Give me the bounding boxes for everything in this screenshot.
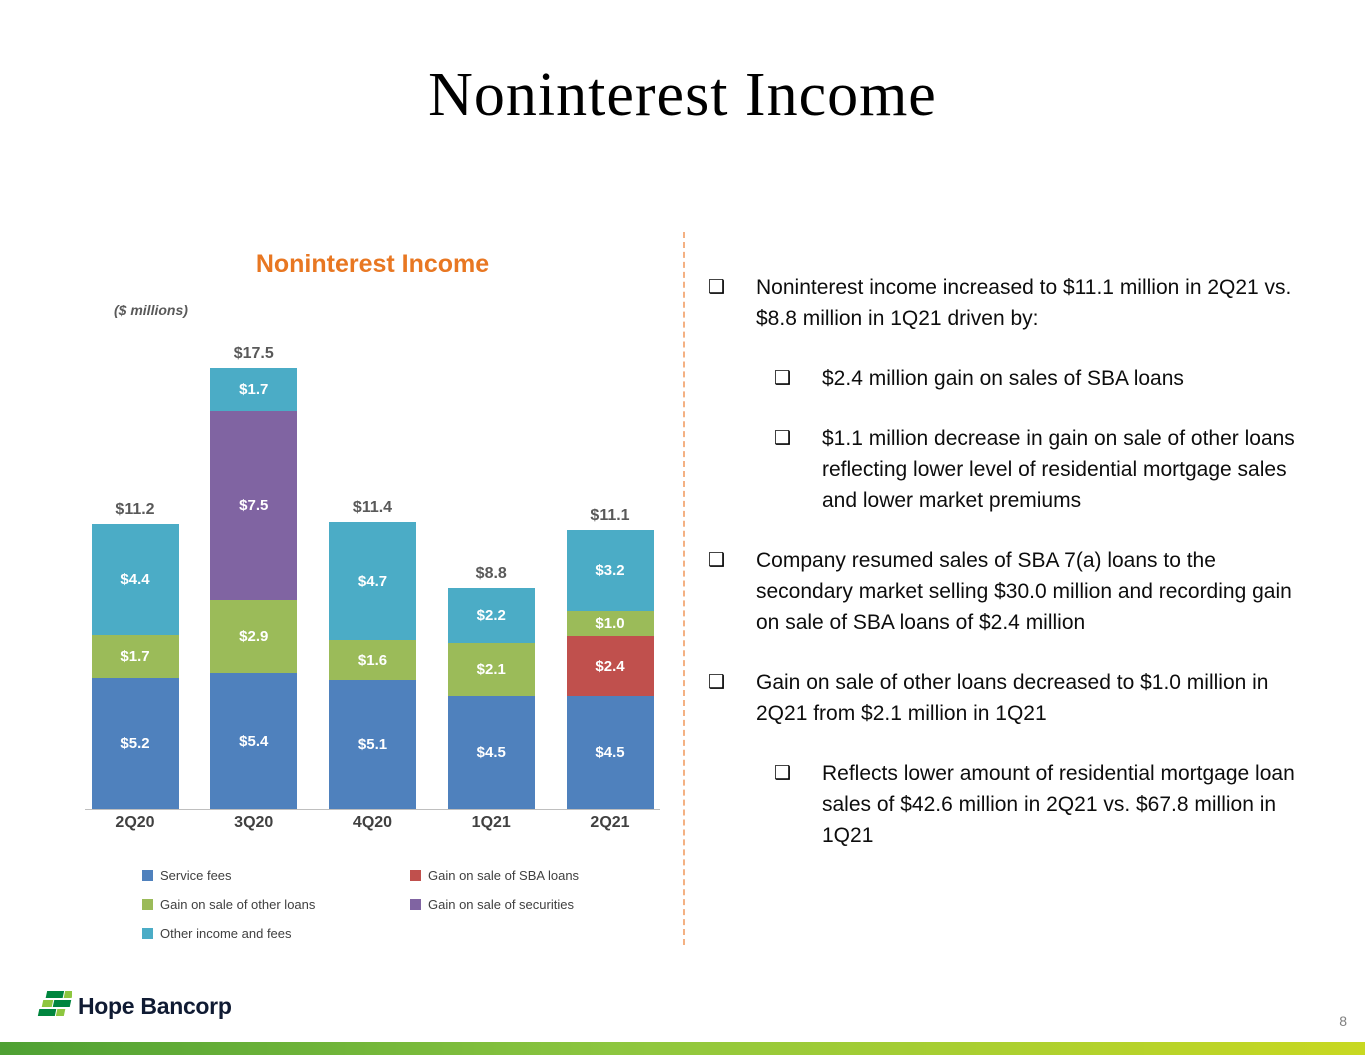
chart-legend: Service fees Gain on sale of SBA loans Gai… bbox=[142, 868, 662, 941]
footer-logo: Hope Bancorp bbox=[26, 987, 232, 1025]
bar-segment: $4.7 bbox=[329, 522, 416, 640]
bar-segment: $5.4 bbox=[210, 673, 298, 809]
bar-segment: $1.7 bbox=[210, 368, 298, 411]
checkbox-bullet-icon: ❑ bbox=[774, 763, 792, 784]
checkbox-bullet-icon: ❑ bbox=[774, 368, 792, 389]
vertical-divider bbox=[683, 232, 685, 945]
bar-total-label: $11.2 bbox=[115, 501, 155, 518]
bar-total-label: $8.8 bbox=[475, 565, 507, 582]
bar-column: $8.8 $2.2 $2.1 $4.5 bbox=[441, 565, 541, 809]
bar-segment: $1.6 bbox=[329, 640, 416, 680]
legend-item: Gain on sale of SBA loans bbox=[410, 868, 662, 883]
bottom-accent-bar bbox=[0, 1042, 1365, 1055]
bar-segment: $4.4 bbox=[91, 524, 179, 635]
bullet-item: ❑ Company resumed sales of SBA 7(a) loans… bbox=[708, 545, 1308, 638]
bar-column: $11.2 $4.4 $1.7 $5.2 bbox=[85, 501, 185, 809]
x-axis-label: 2Q21 bbox=[590, 814, 630, 831]
x-axis: 2Q20 3Q20 4Q20 1Q21 2Q21 bbox=[85, 814, 660, 832]
x-axis-label: 1Q21 bbox=[471, 814, 511, 831]
bar-segment: $5.1 bbox=[329, 680, 416, 809]
legend-item: Gain on sale of other loans bbox=[142, 897, 410, 912]
x-axis-label: 4Q20 bbox=[352, 814, 393, 831]
bar-segment: $4.5 bbox=[447, 696, 535, 809]
bullet-text: Company resumed sales of SBA 7(a) loans … bbox=[756, 549, 1292, 634]
bullet-list: ❑ Noninterest income increased to $11.1 m… bbox=[708, 272, 1308, 880]
bar-column: $11.4 $4.7 $1.6 $5.1 bbox=[323, 499, 423, 809]
checkbox-bullet-icon: ❑ bbox=[708, 550, 726, 571]
legend-label: Gain on sale of other loans bbox=[160, 897, 316, 912]
bullet-item: ❑ Reflects lower amount of residential mo… bbox=[774, 758, 1308, 851]
bullet-text: $2.4 million gain on sales of SBA loans bbox=[822, 367, 1184, 390]
footer-brand-text: Hope Bancorp bbox=[78, 992, 232, 1019]
legend-item: Other income and fees bbox=[142, 926, 410, 941]
legend-label: Gain on sale of SBA loans bbox=[428, 868, 580, 883]
chart-title: Noninterest Income bbox=[255, 250, 490, 278]
legend-item: Service fees bbox=[142, 868, 410, 883]
bar-column: $11.1 $3.2 $1.0 $2.4 $4.5 bbox=[560, 507, 660, 809]
legend-label: Service fees bbox=[160, 868, 232, 883]
legend-swatch bbox=[142, 928, 153, 939]
bar-segment: $5.2 bbox=[91, 678, 179, 809]
bullet-item: ❑ $2.4 million gain on sales of SBA loans bbox=[774, 363, 1308, 394]
bar-segment: $3.2 bbox=[566, 530, 654, 611]
bar-segment: $2.1 bbox=[447, 643, 535, 696]
legend-swatch bbox=[142, 899, 153, 910]
bar-column: $17.5 $1.7 $7.5 $2.9 $5.4 bbox=[204, 345, 304, 809]
legend-label: Gain on sale of securities bbox=[428, 897, 574, 912]
bullet-text: Reflects lower amount of residential mor… bbox=[822, 762, 1295, 847]
x-axis-label: 2Q20 bbox=[115, 814, 155, 831]
legend-item: Gain on sale of securities bbox=[410, 897, 662, 912]
bar-segment: $2.4 bbox=[566, 636, 654, 696]
bar-stack: $2.2 $2.1 $4.5 bbox=[447, 588, 535, 809]
bar-stack: $4.4 $1.7 $5.2 bbox=[91, 524, 179, 809]
x-axis-label: 3Q20 bbox=[234, 814, 274, 831]
page-number: 8 bbox=[1339, 1013, 1347, 1029]
legend-label: Other income and fees bbox=[160, 926, 292, 941]
bullet-item: ❑ Noninterest income increased to $11.1 m… bbox=[708, 272, 1308, 334]
bar-segment: $4.5 bbox=[566, 696, 654, 809]
bullet-text: Noninterest income increased to $11.1 mi… bbox=[756, 276, 1292, 330]
bar-segment: $2.2 bbox=[447, 588, 535, 643]
legend-swatch bbox=[410, 870, 421, 881]
bar-segment: $1.0 bbox=[566, 611, 654, 636]
bar-segment: $2.9 bbox=[210, 600, 298, 673]
bar-stack: $4.7 $1.6 $5.1 bbox=[329, 522, 416, 809]
checkbox-bullet-icon: ❑ bbox=[774, 428, 792, 449]
checkbox-bullet-icon: ❑ bbox=[708, 672, 726, 693]
bar-stack: $1.7 $7.5 $2.9 $5.4 bbox=[210, 368, 298, 809]
page-title: Noninterest Income bbox=[428, 61, 937, 129]
bullet-item: ❑ Gain on sale of other loans decreased t… bbox=[708, 667, 1308, 729]
bullet-text: $1.1 million decrease in gain on sale of… bbox=[822, 427, 1295, 512]
checkbox-bullet-icon: ❑ bbox=[708, 277, 726, 298]
hope-bancorp-logo-icon bbox=[37, 991, 72, 1016]
bar-segment: $1.7 bbox=[91, 635, 179, 678]
bar-segment: $7.5 bbox=[210, 411, 298, 600]
bar-total-label: $17.5 bbox=[233, 345, 274, 362]
legend-swatch bbox=[410, 899, 421, 910]
chart-units-label: ($ millions) bbox=[114, 302, 188, 318]
bullet-text: Gain on sale of other loans decreased to… bbox=[756, 671, 1269, 725]
legend-swatch bbox=[142, 870, 153, 881]
bar-stack: $3.2 $1.0 $2.4 $4.5 bbox=[566, 530, 654, 809]
bar-total-label: $11.1 bbox=[590, 507, 630, 524]
plot-area: $11.2 $4.4 $1.7 $5.2 $17.5 $1.7 $7.5 $2.9 $5.4 $1… bbox=[85, 330, 660, 810]
bullet-item: ❑ $1.1 million decrease in gain on sale o… bbox=[774, 423, 1308, 516]
bar-total-label: $11.4 bbox=[352, 499, 393, 516]
